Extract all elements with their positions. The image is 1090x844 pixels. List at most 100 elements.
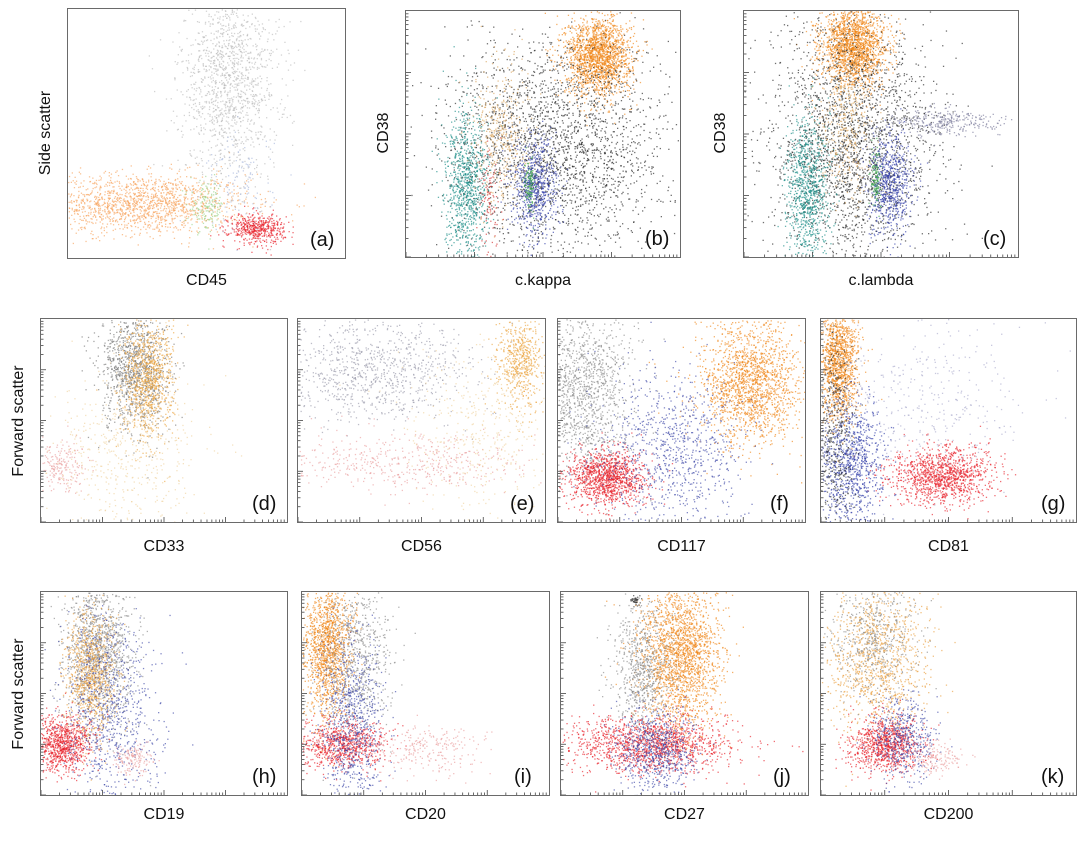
data-point: [250, 83, 253, 85]
data-point: [95, 210, 97, 212]
data-point: [245, 100, 247, 102]
data-point: [157, 208, 159, 210]
data-point: [116, 209, 118, 211]
data-point: [614, 46, 616, 48]
data-point: [197, 214, 200, 217]
data-point: [202, 198, 205, 200]
data-point: [241, 66, 244, 69]
data-point: [199, 43, 201, 46]
data-point: [596, 33, 598, 35]
data-point: [159, 235, 161, 237]
data-point: [164, 183, 166, 185]
data-point: [576, 86, 578, 88]
data-point: [200, 78, 203, 80]
data-point: [623, 60, 625, 63]
data-point: [154, 187, 156, 189]
data-point: [196, 198, 199, 200]
data-point: [233, 54, 235, 57]
data-point: [185, 217, 187, 220]
data-point: [578, 49, 580, 51]
data-point: [272, 107, 274, 109]
data-point: [304, 69, 306, 72]
data-point: [108, 191, 110, 193]
data-point: [240, 82, 242, 84]
data-point: [250, 231, 252, 233]
data-point: [580, 17, 582, 19]
data-point: [216, 121, 218, 124]
data-point: [238, 75, 240, 77]
data-point: [204, 77, 206, 79]
data-point: [243, 239, 245, 241]
data-point: [241, 72, 243, 74]
data-point: [620, 29, 622, 31]
data-point: [233, 24, 235, 26]
data-point: [609, 43, 611, 45]
data-point: [605, 69, 607, 71]
data-point: [238, 228, 240, 230]
data-point: [235, 45, 237, 47]
data-point: [227, 146, 229, 148]
data-point: [616, 76, 618, 79]
data-point: [182, 60, 184, 62]
data-point: [125, 212, 127, 214]
data-point: [599, 76, 601, 78]
data-point: [215, 175, 217, 178]
data-point: [249, 243, 251, 246]
data-point: [114, 228, 117, 230]
data-point: [227, 184, 229, 187]
data-point: [580, 27, 583, 29]
data-point: [615, 30, 617, 32]
data-point: [244, 86, 246, 88]
data-point: [601, 76, 604, 79]
data-point: [214, 204, 216, 206]
data-point: [205, 65, 207, 67]
data-point: [70, 223, 72, 226]
data-point: [584, 55, 587, 57]
data-point: [569, 62, 571, 64]
data-point: [625, 55, 627, 57]
data-point: [173, 202, 175, 204]
data-point: [231, 61, 234, 63]
data-point: [123, 188, 125, 190]
data-point: [240, 93, 242, 95]
data-point: [215, 130, 217, 132]
data-point: [126, 207, 128, 209]
data-point: [608, 46, 610, 48]
data-point: [189, 189, 191, 191]
data-point: [589, 57, 591, 59]
data-point: [646, 44, 648, 46]
data-point: [224, 163, 226, 165]
data-point: [193, 108, 195, 111]
data-point: [193, 99, 195, 101]
data-point: [218, 132, 220, 134]
data-point: [207, 210, 209, 212]
data-point: [579, 32, 581, 34]
data-point: [264, 99, 266, 101]
data-point: [111, 200, 114, 203]
data-point: [77, 197, 80, 199]
data-point: [255, 223, 257, 225]
data-point: [599, 47, 601, 49]
data-point: [263, 230, 265, 232]
data-point: [119, 213, 122, 215]
data-point: [207, 84, 209, 86]
data-point: [236, 70, 238, 73]
data-point: [235, 160, 237, 162]
data-point: [190, 71, 192, 73]
data-point: [204, 208, 207, 210]
data-point: [212, 19, 214, 21]
data-point: [216, 94, 218, 96]
data-point: [217, 214, 219, 216]
data-point: [170, 190, 172, 192]
data-point: [221, 203, 223, 205]
data-point: [152, 205, 154, 207]
data-point: [257, 207, 259, 210]
data-point: [232, 47, 235, 50]
data-point: [586, 50, 589, 52]
data-point: [230, 125, 232, 127]
data-point: [559, 64, 562, 66]
data-point: [266, 40, 269, 43]
data-point: [219, 205, 221, 207]
data-point: [246, 239, 248, 241]
data-point: [198, 199, 200, 201]
